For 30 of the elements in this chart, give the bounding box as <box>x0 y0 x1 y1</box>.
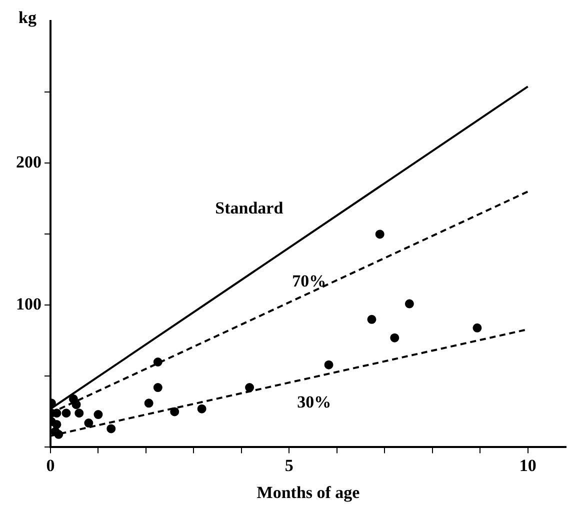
x-tick-label: 5 <box>284 456 294 475</box>
series-label: Standard <box>215 198 284 218</box>
series-label: 30% <box>297 392 332 412</box>
point <box>197 404 206 414</box>
y-tick-label: 100 <box>16 294 42 314</box>
point <box>106 424 116 434</box>
point <box>324 360 334 370</box>
point <box>170 407 180 416</box>
point <box>404 299 414 308</box>
y-tick-label: 200 <box>16 152 42 172</box>
point <box>74 408 84 418</box>
point <box>472 323 482 332</box>
y-axis-title: kg <box>18 8 37 27</box>
point <box>54 430 64 439</box>
point <box>52 420 62 429</box>
point <box>153 383 162 392</box>
x-tick-label: 10 <box>519 456 536 475</box>
point <box>144 398 154 408</box>
x-tick-label: 0 <box>46 456 55 475</box>
point <box>62 408 71 418</box>
x-axis-title: Months of age <box>256 483 360 502</box>
point <box>367 314 376 324</box>
point <box>153 358 162 366</box>
point <box>390 333 400 342</box>
point <box>94 410 103 420</box>
point <box>72 400 81 410</box>
series-label: 70% <box>292 271 326 290</box>
point <box>245 383 254 392</box>
point <box>375 230 384 239</box>
point <box>84 418 94 428</box>
